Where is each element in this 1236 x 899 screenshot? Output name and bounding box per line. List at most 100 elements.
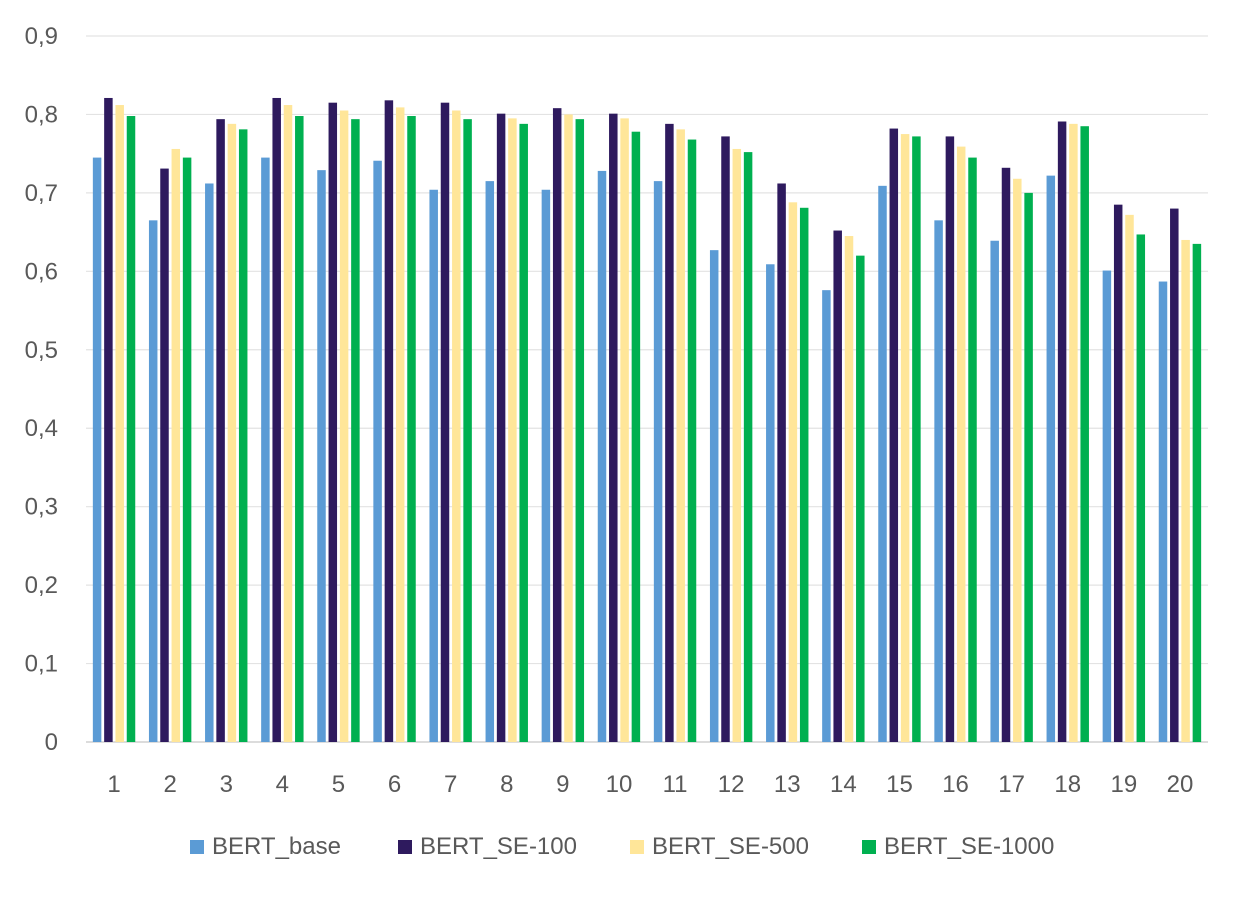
bar-bert-se-100-8 [496,113,506,742]
bar-bert-se-500-1 [115,105,124,742]
bar-bert-se-500-3 [227,123,237,743]
y-tick-label: 0,9 [25,23,58,50]
bar-bert-se-100-6 [384,100,394,742]
legend-label: BERT_base [212,833,341,860]
bar-bert-se-100-9 [552,108,562,743]
bar-bert-se-100-13 [777,183,786,743]
y-axis-ticks: 0 0,1 0,2 0,3 0,4 0,5 0,6 0,7 0,8 0,9 [25,23,58,756]
bar-bert-base-19 [1102,270,1112,742]
bar-bert-se-1000-5 [351,119,360,742]
legend-swatch [190,840,204,854]
bar-bert-se-100-4 [272,97,281,743]
y-tick-label: 0,3 [25,494,58,521]
bar-bert-base-17 [990,240,999,743]
bar-bert-base-6 [373,160,382,743]
bar-bert-se-500-11 [676,129,685,743]
bar-bert-base-2 [148,220,158,743]
bar-bert-se-100-11 [665,123,674,743]
bar-bert-se-1000-3 [238,129,248,743]
bar-bert-base-11 [653,181,663,742]
bar-bert-se-1000-16 [968,157,977,743]
bar-bert-se-500-2 [171,148,181,742]
bar-bert-se-1000-19 [1136,234,1146,742]
bar-bert-se-500-17 [1013,178,1022,742]
x-tick-label: 2 [163,771,176,798]
bar-bert-se-500-8 [508,118,517,743]
bar-bert-se-100-20 [1170,208,1179,742]
bar-bert-se-100-7 [440,102,450,743]
bar-bert-se-500-13 [788,202,798,743]
legend-label: BERT_SE-1000 [884,833,1054,860]
x-tick-label: 20 [1167,771,1194,798]
x-tick-label: 15 [886,771,913,798]
bar-bert-base-3 [205,183,214,743]
x-tick-label: 5 [332,771,345,798]
legend-swatch [862,840,876,854]
bar-bert-se-1000-20 [1192,243,1202,742]
bar-bert-base-1 [92,157,102,743]
bar-bert-se-1000-9 [575,119,585,742]
bar-bert-se-100-17 [1001,167,1011,743]
y-tick-label: 0,5 [25,337,58,364]
bar-bert-se-500-7 [452,110,461,742]
bar-bert-base-4 [261,157,270,743]
x-tick-label: 8 [500,771,513,798]
bar-bert-base-12 [709,250,719,742]
bar-bert-se-1000-10 [631,131,641,742]
bar-bert-se-1000-13 [799,207,809,743]
bar-bert-base-15 [878,185,887,742]
bar-bert-se-1000-6 [407,116,416,742]
bar-bert-se-1000-14 [856,255,865,742]
bar-bert-se-1000-15 [912,136,921,742]
bar-bert-se-500-12 [732,148,742,742]
bar-bert-se-1000-4 [295,116,304,742]
x-tick-label: 1 [107,771,120,798]
y-tick-label: 0,4 [25,415,58,442]
bar-bert-se-1000-11 [687,139,697,743]
x-tick-label: 12 [718,771,745,798]
bar-bert-se-1000-12 [743,152,753,743]
legend-swatch [630,840,644,854]
bar-bert-se-100-12 [721,136,730,742]
y-tick-label: 0,6 [25,258,58,285]
bar-bert-se-500-10 [620,118,629,743]
legend-label: BERT_SE-500 [652,833,809,860]
bar-bert-base-8 [485,181,495,742]
bar-bert-se-500-20 [1181,239,1190,742]
bar-bert-se-100-3 [216,119,225,742]
legend: BERT_base BERT_SE-100 BERT_SE-500 BERT_SE-1… [190,833,1054,860]
bar-bert-se-1000-17 [1024,192,1033,742]
x-tick-label: 19 [1110,771,1137,798]
x-tick-label: 7 [444,771,457,798]
x-tick-label: 17 [998,771,1025,798]
bar-bert-base-16 [934,220,943,743]
bar-bert-se-500-14 [844,236,854,742]
bar-bert-base-14 [822,290,831,742]
bar-bert-se-1000-18 [1080,126,1089,742]
bar-bert-se-100-2 [160,168,169,742]
bar-bert-se-100-5 [328,102,338,743]
bar-bert-se-100-18 [1057,121,1067,742]
y-tick-label: 0,2 [25,572,58,599]
bar-bert-se-1000-7 [463,119,472,742]
y-tick-label: 0,8 [25,101,58,128]
bar-bert-se-500-19 [1125,214,1134,743]
x-tick-label: 11 [663,771,688,798]
x-tick-label: 4 [276,771,289,798]
bar-bert-se-100-15 [889,128,899,742]
bar-bert-se-1000-2 [182,157,192,743]
bar-bert-se-100-16 [945,136,955,742]
x-tick-label: 9 [556,771,569,798]
bar-bert-se-100-19 [1113,204,1123,742]
bar-bert-base-18 [1046,175,1056,742]
bar-bert-se-500-4 [283,105,293,742]
y-tick-label: 0,1 [25,651,58,678]
bar-bert-base-13 [766,264,775,742]
bar-bert-se-1000-1 [126,116,136,742]
x-tick-label: 16 [942,771,969,798]
bar-bert-base-7 [429,189,438,742]
x-tick-label: 18 [1054,771,1081,798]
bar-bert-se-500-6 [395,107,405,742]
gridlines [86,35,1208,743]
